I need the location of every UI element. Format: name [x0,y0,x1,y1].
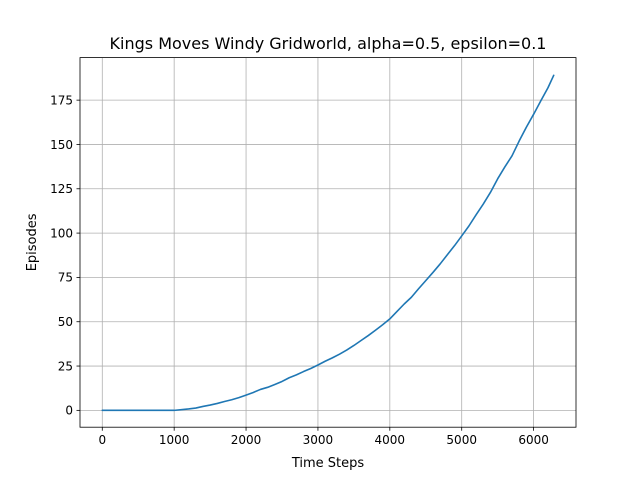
series-layer [101,74,555,412]
y-axis-label: Episodes [25,213,40,271]
x-tick-label: 1000 [159,433,190,447]
ticks: 0 1000 2000 3000 4000 5000 6000 0 25 50 75 100 125 15… [50,93,549,447]
y-tick-label: 50 [58,315,73,329]
x-tick-label: 2000 [231,433,262,447]
x-tick-label: 5000 [446,433,477,447]
y-tick-label: 175 [50,93,73,107]
x-tick-label: 4000 [375,433,406,447]
y-tick-label: 150 [50,138,73,152]
y-tick-label: 75 [58,271,73,285]
x-tick-label: 0 [98,433,106,447]
grid [80,57,576,428]
y-tick-label: 100 [50,226,73,240]
series-line-episodes [101,74,555,412]
y-tick-label: 25 [58,359,73,373]
x-tick-label: 3000 [303,433,334,447]
y-tick-label: 0 [65,404,73,418]
y-tick-label: 125 [50,182,73,196]
chart-title: Kings Moves Windy Gridworld, alpha=0.5, … [110,34,547,53]
x-tick-label: 6000 [518,433,549,447]
plot-frame [79,57,577,428]
x-axis-label: Time Steps [291,456,365,471]
